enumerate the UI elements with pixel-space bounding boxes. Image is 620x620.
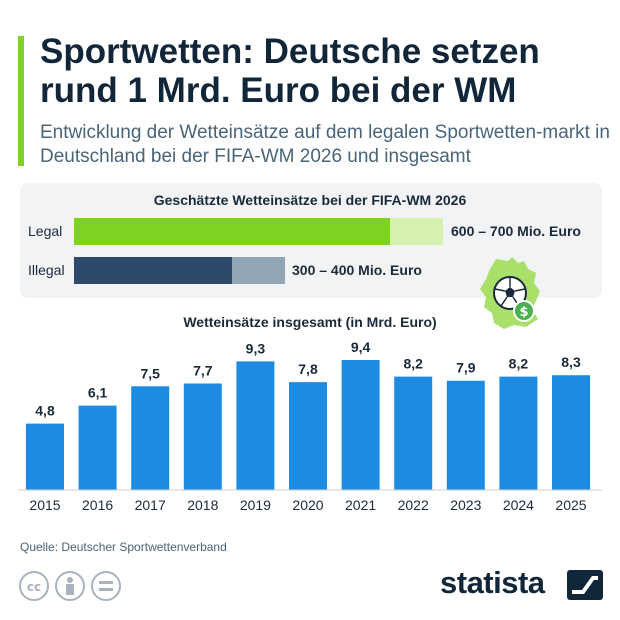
svg-text:cc: cc bbox=[27, 580, 41, 594]
bar-2020 bbox=[289, 382, 327, 490]
x-tick-label: 2015 bbox=[29, 497, 60, 513]
illegal-label: Illegal bbox=[28, 262, 65, 278]
bar-2017 bbox=[131, 386, 170, 490]
x-tick-label: 2022 bbox=[398, 497, 429, 513]
wm-panel-title: Geschätzte Wetteinsätze bei der FIFA-WM … bbox=[153, 192, 467, 208]
bar-2016 bbox=[78, 405, 117, 490]
x-tick-label: 2024 bbox=[503, 497, 534, 513]
person-icon bbox=[55, 571, 85, 601]
bar-2018 bbox=[183, 383, 222, 490]
germany-map-football-dollar-icon: $ bbox=[480, 257, 540, 329]
source-text: Quelle: Deutscher Sportwettenverband bbox=[20, 540, 227, 554]
bar-2019 bbox=[236, 361, 275, 490]
bar-2023 bbox=[446, 380, 485, 490]
bar-value-label: 7,5 bbox=[140, 365, 160, 381]
legal-label: Legal bbox=[28, 223, 63, 239]
bar-value-label: 8,2 bbox=[509, 356, 529, 372]
bar-2015 bbox=[26, 423, 64, 490]
x-tick-label: 2017 bbox=[135, 497, 166, 513]
cc-icon: cc bbox=[19, 571, 49, 601]
illegal-bar-low bbox=[74, 257, 232, 284]
license-icons: cc bbox=[19, 571, 121, 601]
svg-text:$: $ bbox=[519, 305, 528, 320]
legal-value: 600 – 700 Mio. Euro bbox=[451, 223, 581, 239]
x-tick-label: 2021 bbox=[345, 497, 376, 513]
bar-value-label: 4,8 bbox=[35, 403, 55, 419]
bar-value-label: 7,7 bbox=[193, 363, 213, 379]
page-subtitle: Entwicklung der Wetteinsätze auf dem leg… bbox=[40, 122, 610, 167]
bar-value-label: 7,8 bbox=[298, 361, 318, 377]
legal-bar-low bbox=[74, 218, 390, 245]
bar-value-label: 9,3 bbox=[246, 340, 266, 356]
x-tick-label: 2020 bbox=[292, 497, 323, 513]
x-tick-label: 2018 bbox=[187, 497, 218, 513]
bar-value-label: 7,9 bbox=[456, 360, 476, 376]
x-tick-label: 2019 bbox=[240, 497, 271, 513]
x-tick-label: 2025 bbox=[555, 497, 586, 513]
bar-value-label: 8,3 bbox=[561, 354, 581, 370]
bar-2022 bbox=[394, 376, 433, 490]
chart-title: Wetteinsätze insgesamt (in Mrd. Euro) bbox=[183, 314, 437, 330]
bar-2025 bbox=[552, 375, 590, 490]
bar-value-label: 6,1 bbox=[88, 385, 108, 401]
x-tick-label: 2016 bbox=[82, 497, 113, 513]
x-tick-label: 2023 bbox=[450, 497, 481, 513]
bar-value-label: 8,2 bbox=[403, 356, 423, 372]
illegal-bar-range bbox=[232, 257, 285, 284]
equals-icon bbox=[91, 571, 121, 601]
statista-logo[interactable]: statista bbox=[440, 565, 545, 600]
legal-bar-range bbox=[390, 218, 443, 245]
bar-2021 bbox=[341, 360, 380, 490]
illegal-value: 300 – 400 Mio. Euro bbox=[292, 262, 422, 278]
bar-2024 bbox=[499, 376, 538, 490]
page-title: Sportwetten: Deutsche setzen rund 1 Mrd.… bbox=[40, 32, 540, 110]
statista-logo-mark-icon bbox=[567, 570, 603, 600]
title-accent-bar bbox=[18, 36, 24, 166]
bar-value-label: 9,4 bbox=[351, 339, 371, 355]
